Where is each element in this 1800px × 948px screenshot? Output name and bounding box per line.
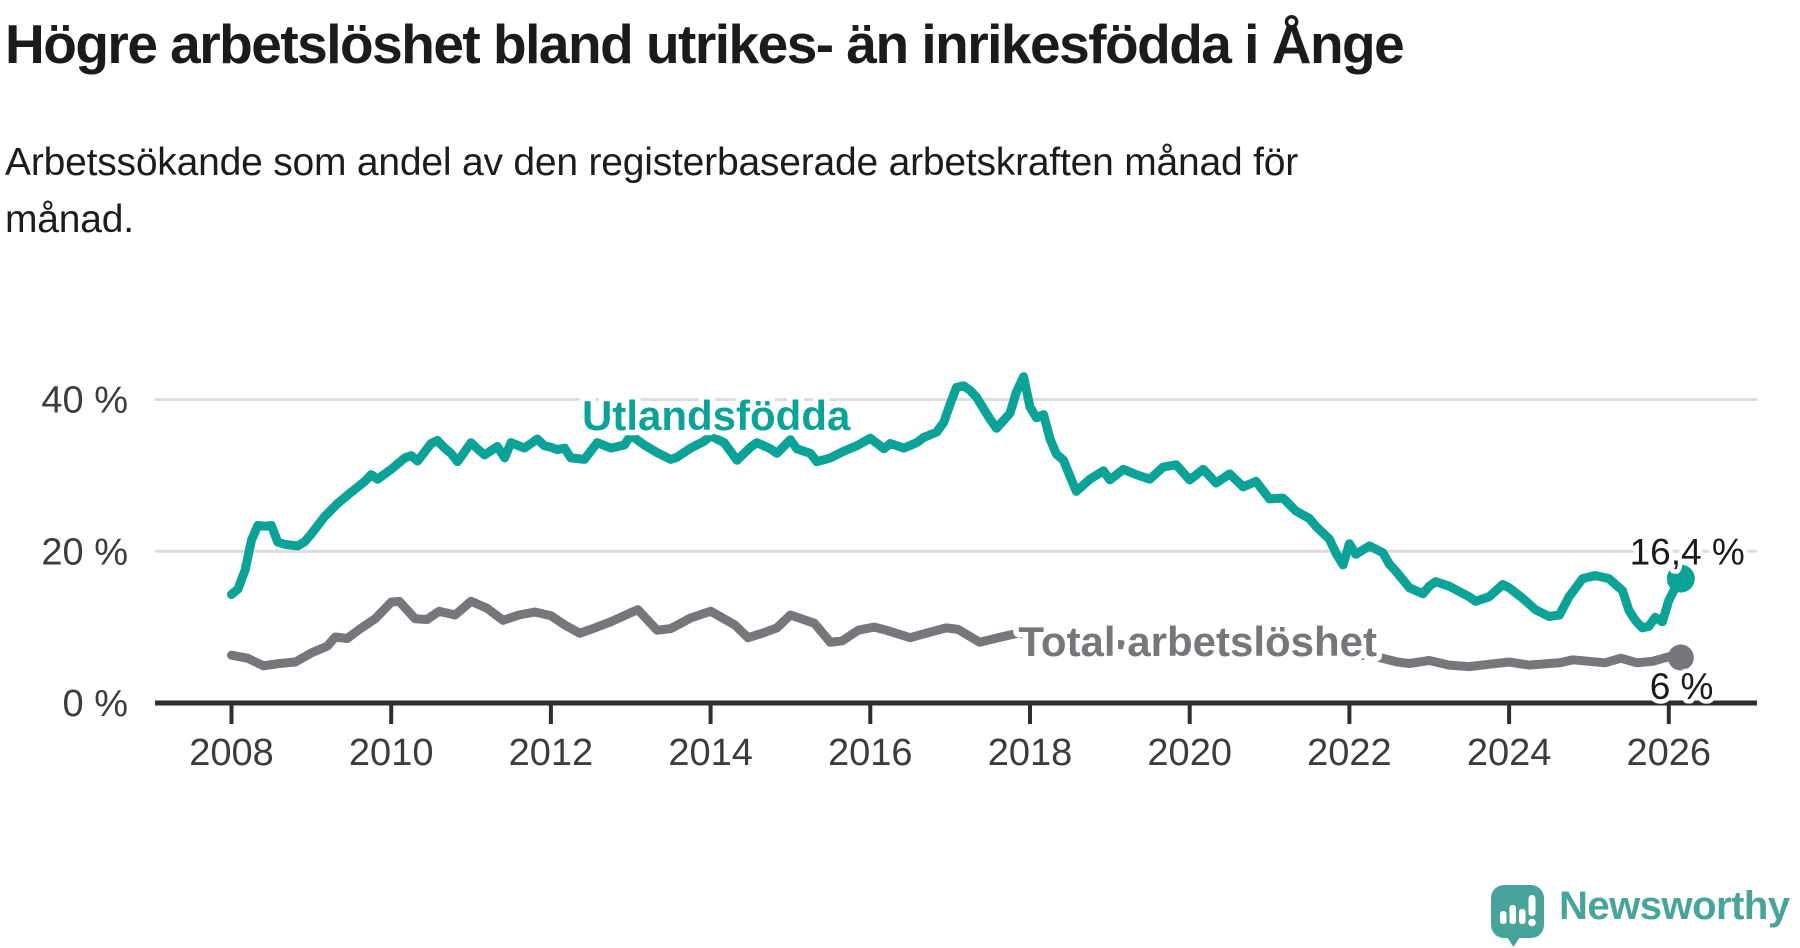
- brand-name: Newsworthy: [1559, 884, 1790, 928]
- series-label-total: Total arbetslöshet: [1018, 618, 1377, 665]
- y-axis-label-40: 40 %: [41, 380, 128, 422]
- series-line-total: [227, 596, 1686, 672]
- chart-subtitle-line-1: Arbetssökande som andel av den registerb…: [5, 141, 1299, 184]
- x-axis-label-2008: 2008: [189, 732, 274, 774]
- end-value-label-total: 6 %: [1650, 666, 1714, 707]
- x-axis-label-2012: 2012: [509, 732, 594, 774]
- logo-bubble-tail: [1505, 934, 1522, 947]
- x-axis-label-2014: 2014: [668, 732, 753, 774]
- chart-subtitle-line-2: månad.: [5, 198, 134, 241]
- x-axis-label-2010: 2010: [349, 732, 434, 774]
- chart-title: Högre arbetslöshet bland utrikes- än inr…: [5, 13, 1405, 75]
- newsworthy-logo-icon: [1491, 885, 1544, 947]
- y-axis-label-20: 20 %: [41, 531, 128, 573]
- brand-footer: Newsworthy: [1490, 884, 1790, 948]
- series-end-dot-utlandsfodda: [1666, 564, 1695, 593]
- x-axis-label-2024: 2024: [1467, 732, 1552, 774]
- series-end-dot-total: [1667, 644, 1694, 671]
- chart-subtitle: Arbetssökande som andel av den registerb…: [5, 134, 1298, 248]
- end-value-label-utlandsfodda: 16,4 %: [1630, 531, 1745, 572]
- x-axis-label-2020: 2020: [1147, 732, 1232, 774]
- series-label-utlandsfodda: Utlandsfödda: [582, 392, 851, 439]
- logo-bar-2: [1509, 905, 1516, 924]
- x-axis-label-2022: 2022: [1307, 732, 1392, 774]
- y-axis-label-0: 0 %: [63, 683, 128, 725]
- logo-exclamation-bar: [1528, 895, 1536, 916]
- x-axis-label-2016: 2016: [828, 732, 913, 774]
- logo-bubble: [1491, 885, 1544, 938]
- logo-bar-1: [1500, 911, 1507, 924]
- x-axis-label-2026: 2026: [1627, 732, 1712, 774]
- series-line-utlandsfodda: [227, 372, 1686, 633]
- logo-exclamation-dot: [1528, 918, 1536, 927]
- x-axis-label-2018: 2018: [988, 732, 1073, 774]
- logo-bar-3: [1519, 909, 1526, 924]
